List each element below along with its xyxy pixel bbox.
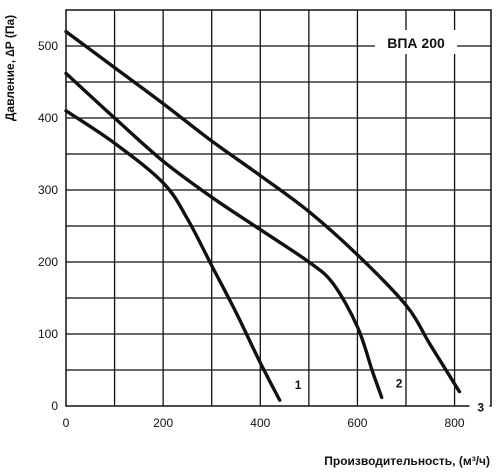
chart-title: ВПА 200	[387, 35, 445, 51]
y-tick-label: 400	[38, 111, 58, 125]
series-line-2	[64, 71, 384, 400]
y-tick-label: 500	[38, 39, 58, 53]
series-label-1: 1	[295, 378, 302, 392]
series-lines	[64, 29, 462, 402]
x-axis-label: Производительность, (м³/ч)	[324, 454, 490, 468]
title-background	[375, 30, 457, 54]
x-tick-label: 600	[347, 416, 367, 430]
y-tick-label: 200	[38, 255, 58, 269]
y-tick-label: 100	[38, 327, 58, 341]
plot-frame	[65, 9, 492, 407]
y-tick-label: 0	[51, 399, 58, 413]
series-labels: 1 2 3	[295, 376, 490, 416]
series-line-1	[64, 109, 282, 402]
series-line-3	[64, 29, 462, 394]
y-tick-label: 300	[38, 183, 58, 197]
y-axis-label: Давление, ∆P (Па)	[3, 15, 17, 121]
x-tick-label: 800	[445, 416, 465, 430]
x-tick-label: 0	[63, 416, 70, 430]
y-axis-ticks: 0 100 200 300 400 500	[38, 39, 58, 413]
series-label-3: 3	[477, 401, 484, 415]
grid	[65, 9, 492, 407]
x-tick-label: 400	[250, 416, 270, 430]
x-tick-label: 200	[153, 416, 173, 430]
x-axis-ticks: 0 200 400 600 800	[63, 416, 465, 430]
series-label-bg	[469, 397, 490, 416]
series-label-2: 2	[396, 376, 403, 390]
